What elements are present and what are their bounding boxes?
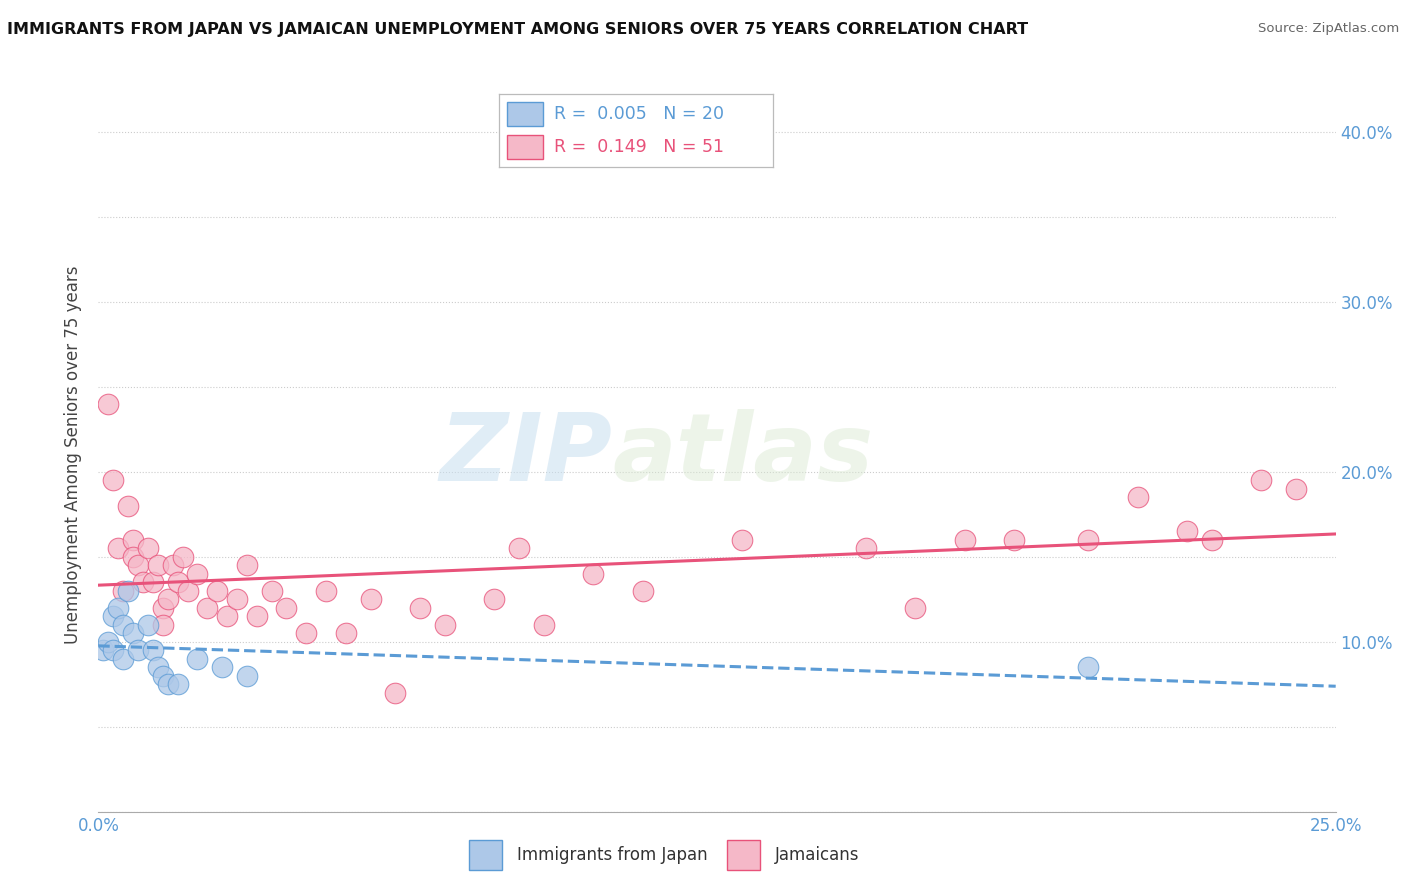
Point (117, 499, 139, 513)
Point (107, 600, 129, 615)
Point (1077, 533, 1099, 547)
Point (1077, 660, 1099, 674)
FancyBboxPatch shape (468, 839, 502, 870)
Point (315, 583, 337, 598)
Point (103, 474, 125, 488)
Point (217, 609, 239, 624)
Point (117, 583, 139, 598)
Text: IMMIGRANTS FROM JAPAN VS JAMAICAN UNEMPLOYMENT AMONG SENIORS OVER 75 YEARS CORRE: IMMIGRANTS FROM JAPAN VS JAMAICAN UNEMPL… (7, 22, 1028, 37)
Point (136, 541, 159, 556)
Point (631, 583, 654, 598)
Point (136, 617, 159, 632)
Point (1250, 474, 1272, 488)
FancyBboxPatch shape (727, 839, 761, 870)
Y-axis label: Unemployment Among Seniors over 75 years: Unemployment Among Seniors over 75 years (65, 266, 83, 644)
Point (433, 617, 456, 632)
Point (186, 566, 208, 581)
Point (1201, 533, 1223, 547)
Point (156, 677, 179, 691)
Point (166, 677, 188, 691)
FancyBboxPatch shape (508, 102, 543, 126)
Point (146, 558, 169, 573)
Point (360, 592, 382, 607)
Point (335, 626, 357, 640)
Point (582, 566, 605, 581)
Point (1126, 491, 1149, 505)
Point (409, 600, 432, 615)
Point (484, 592, 506, 607)
Point (211, 660, 233, 674)
Point (195, 600, 218, 615)
Point (246, 609, 269, 624)
Point (103, 643, 125, 657)
Point (122, 549, 145, 564)
Point (295, 626, 318, 640)
Point (146, 660, 169, 674)
Point (112, 617, 135, 632)
Point (508, 541, 530, 556)
Point (236, 669, 259, 683)
Point (127, 643, 149, 657)
Point (533, 617, 555, 632)
Point (1285, 482, 1308, 496)
Point (122, 626, 145, 640)
Point (904, 600, 927, 615)
Point (384, 686, 406, 700)
Point (276, 600, 298, 615)
Text: ZIP: ZIP (439, 409, 612, 501)
Point (112, 583, 135, 598)
FancyBboxPatch shape (508, 136, 543, 160)
Point (93, 643, 115, 657)
Point (156, 592, 179, 607)
Text: Immigrants from Japan: Immigrants from Japan (516, 846, 707, 863)
Point (731, 533, 754, 547)
Point (205, 583, 228, 598)
Point (186, 652, 208, 666)
Text: Jamaicans: Jamaicans (775, 846, 859, 863)
Point (1175, 524, 1198, 539)
Point (176, 583, 198, 598)
Point (97, 635, 120, 649)
Point (97, 397, 120, 411)
Text: R =  0.149   N = 51: R = 0.149 N = 51 (554, 138, 724, 156)
Point (152, 669, 174, 683)
Point (152, 600, 174, 615)
Point (166, 575, 188, 590)
Point (260, 583, 283, 598)
Text: Source: ZipAtlas.com: Source: ZipAtlas.com (1258, 22, 1399, 36)
Point (953, 533, 976, 547)
Point (112, 652, 135, 666)
Point (142, 575, 165, 590)
Point (855, 541, 877, 556)
Point (107, 541, 129, 556)
Point (142, 643, 165, 657)
Point (226, 592, 249, 607)
Point (132, 575, 155, 590)
Point (122, 533, 145, 547)
Text: R =  0.005   N = 20: R = 0.005 N = 20 (554, 104, 724, 123)
Point (236, 558, 259, 573)
Point (162, 558, 184, 573)
Point (172, 549, 194, 564)
Point (152, 617, 174, 632)
Text: atlas: atlas (612, 409, 873, 501)
Point (127, 558, 149, 573)
Point (103, 609, 125, 624)
Point (1002, 533, 1025, 547)
